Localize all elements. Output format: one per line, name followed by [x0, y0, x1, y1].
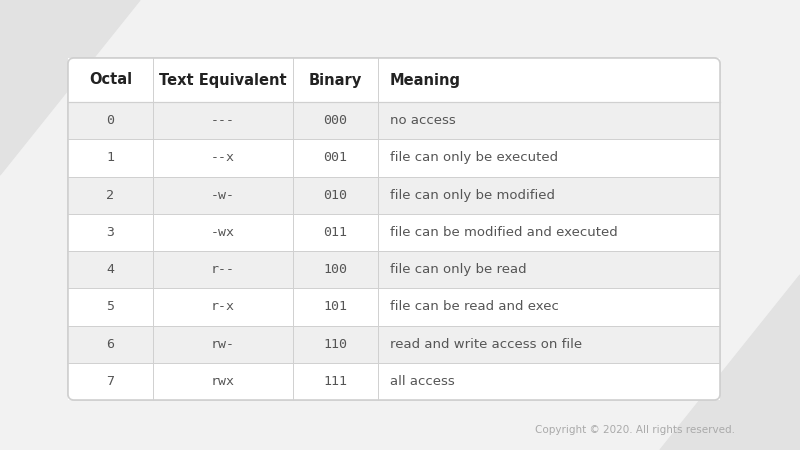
Text: read and write access on file: read and write access on file: [390, 338, 582, 351]
Text: 110: 110: [323, 338, 347, 351]
Text: 4: 4: [106, 263, 114, 276]
Text: file can only be executed: file can only be executed: [390, 151, 558, 164]
Text: all access: all access: [390, 375, 454, 388]
Text: 6: 6: [106, 338, 114, 351]
Text: 111: 111: [323, 375, 347, 388]
Text: rwx: rwx: [211, 375, 235, 388]
Bar: [68, 58, 720, 102]
Text: 0: 0: [106, 114, 114, 127]
Text: 010: 010: [323, 189, 347, 202]
Text: 3: 3: [106, 226, 114, 239]
Polygon shape: [660, 275, 800, 450]
Text: 011: 011: [323, 226, 347, 239]
Bar: [68, 176, 720, 214]
Bar: [68, 214, 720, 251]
Bar: [68, 251, 720, 288]
Bar: [68, 139, 720, 176]
Bar: [68, 325, 720, 363]
Text: r--: r--: [211, 263, 235, 276]
Text: 001: 001: [323, 151, 347, 164]
Text: 7: 7: [106, 375, 114, 388]
Bar: [68, 102, 720, 139]
Bar: [68, 288, 720, 325]
FancyBboxPatch shape: [68, 58, 720, 400]
Text: Copyright © 2020. All rights reserved.: Copyright © 2020. All rights reserved.: [535, 425, 735, 435]
Text: Meaning: Meaning: [390, 72, 461, 87]
Bar: [68, 363, 720, 400]
Text: 000: 000: [323, 114, 347, 127]
Text: -w-: -w-: [211, 189, 235, 202]
Text: r-x: r-x: [211, 301, 235, 313]
Text: Binary: Binary: [309, 72, 362, 87]
Text: 2: 2: [106, 189, 114, 202]
Polygon shape: [0, 0, 140, 175]
Text: no access: no access: [390, 114, 455, 127]
Text: file can be read and exec: file can be read and exec: [390, 301, 558, 313]
Text: 5: 5: [106, 301, 114, 313]
Text: rw-: rw-: [211, 338, 235, 351]
Text: 1: 1: [106, 151, 114, 164]
Text: file can only be modified: file can only be modified: [390, 189, 554, 202]
Text: -wx: -wx: [211, 226, 235, 239]
Text: 100: 100: [323, 263, 347, 276]
Text: file can only be read: file can only be read: [390, 263, 526, 276]
Text: Octal: Octal: [89, 72, 132, 87]
Text: Text Equivalent: Text Equivalent: [159, 72, 286, 87]
Text: ---: ---: [211, 114, 235, 127]
Text: 101: 101: [323, 301, 347, 313]
Text: --x: --x: [211, 151, 235, 164]
Text: file can be modified and executed: file can be modified and executed: [390, 226, 618, 239]
